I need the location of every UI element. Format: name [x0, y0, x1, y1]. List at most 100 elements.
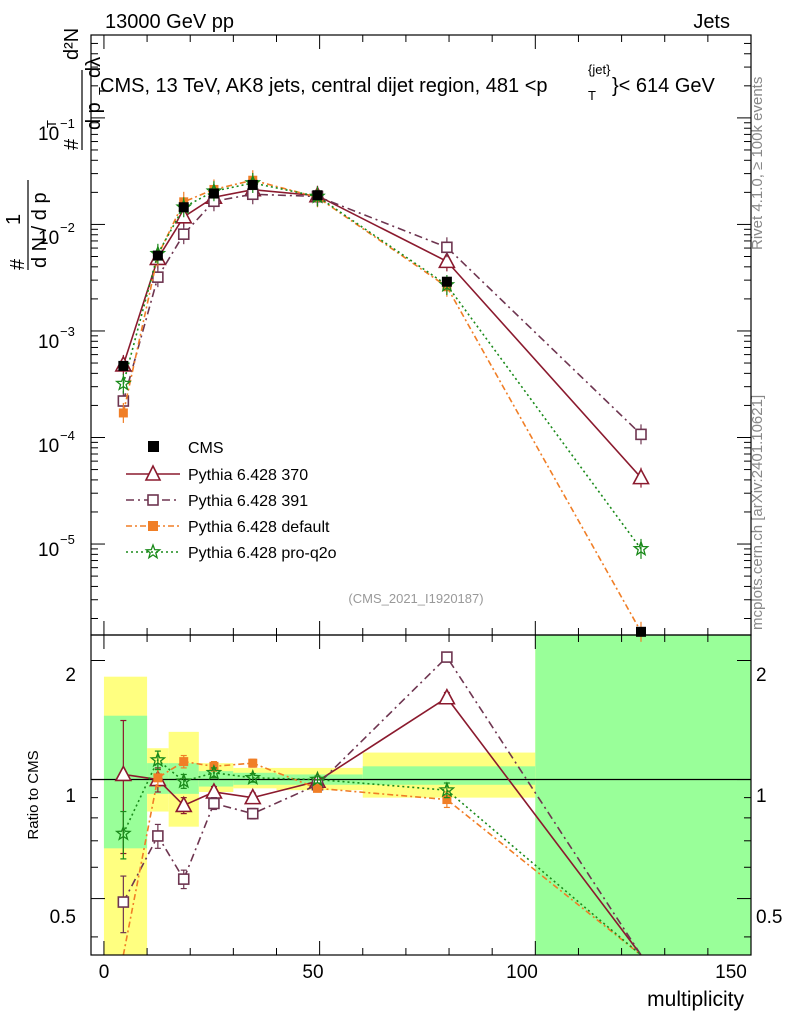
uncertainty-band-green	[233, 772, 277, 785]
cms-data-point	[312, 190, 323, 201]
y-tick-label-0p001: 10 −3	[38, 324, 75, 353]
legend: CMS Pythia 6.428 370 Pythia 6.428 391 Py…	[126, 440, 337, 562]
series-point-ratio	[208, 797, 220, 810]
energy-label: 13000 GeV pp	[105, 11, 234, 33]
legend-entry-391: Pythia 6.428 391	[126, 493, 308, 510]
series-point-ratio	[153, 773, 163, 783]
series-point-ratio	[114, 764, 133, 782]
cms-data-point	[152, 250, 163, 261]
upper-panel-series	[114, 170, 650, 642]
series-point-ratio	[441, 651, 453, 663]
lower-panel-bands	[103, 635, 751, 955]
series-line-ratio	[122, 758, 642, 956]
lower-y-tick-labels: 2 1 0.5 2 1 0.5	[50, 665, 783, 928]
series-point-ratio	[438, 781, 456, 798]
legend-marker-default	[148, 521, 158, 531]
series-point-ratio	[205, 763, 223, 781]
series-point-ratio	[438, 688, 456, 705]
series-point-ratio	[114, 824, 132, 841]
series-point-upper	[438, 251, 456, 269]
lower-y-tick-0p5: 0.5	[50, 907, 76, 928]
series-line-upper	[122, 193, 642, 435]
series-point-upper	[632, 467, 650, 485]
legend-entry-proq2o: Pythia 6.428 pro-q2o	[126, 543, 337, 562]
cms-data-point	[118, 360, 129, 371]
legend-label-391: Pythia 6.428 391	[188, 493, 308, 510]
y-tick-exp: −5	[60, 532, 75, 547]
y-tick-label-1e-4: 10 −4	[38, 428, 75, 457]
y-tick-exp: −4	[60, 428, 75, 443]
ylabel-dpt: d p	[83, 102, 105, 130]
ylabel-dn-dpt: d N / d p	[29, 192, 51, 268]
series-point-ratio	[244, 768, 262, 785]
legend-label-proq2o: Pythia 6.428 pro-q2o	[188, 545, 337, 562]
chart-title-main: CMS, 13 TeV, AK8 jets, central dijet reg…	[100, 75, 548, 97]
series-point-ratio	[442, 795, 452, 805]
series-point-ratio	[152, 830, 164, 842]
ylabel-hash-1: #	[7, 258, 29, 270]
lower-y-tick-2-right: 2	[756, 665, 767, 686]
chart-title-sup: {jet}	[588, 62, 611, 77]
y-tick-base: 10	[38, 540, 59, 561]
legend-label-370: Pythia 6.428 370	[188, 467, 308, 484]
uncertainty-band-green	[362, 766, 536, 785]
series-point-ratio	[243, 787, 262, 805]
legend-marker-cms	[148, 441, 159, 452]
y-tick-exp: −3	[60, 324, 75, 339]
mcplots-label: mcplots.cern.ch [arXiv:2401.10621]	[749, 395, 766, 630]
lower-y-tick-2: 2	[65, 665, 76, 686]
uncertainty-band-green	[535, 635, 751, 955]
upper-y-axis-title: # 1 d N / d p T # d p T dλ d²N	[3, 28, 111, 270]
series-line-upper	[122, 182, 642, 550]
legend-label-default: Pythia 6.428 default	[188, 519, 330, 536]
series-point-upper	[441, 241, 453, 254]
series-point-ratio	[246, 807, 259, 820]
lower-y-tick-1: 1	[65, 786, 76, 807]
series-point-ratio	[179, 757, 189, 767]
x-tick-150: 150	[715, 962, 747, 983]
y-tick-exp: −2	[60, 220, 75, 235]
lower-panel-frame	[90, 634, 752, 956]
ylabel-one: 1	[3, 214, 25, 225]
axis-ticks	[91, 35, 752, 955]
cms-data-point	[441, 276, 452, 287]
x-tick-50: 50	[302, 962, 323, 983]
uncertainty-band-green	[198, 771, 234, 787]
lower-y-tick-1-right: 1	[756, 786, 767, 807]
cms-data-point	[178, 202, 189, 213]
y-tick-base: 10	[38, 228, 59, 249]
uncertainty-band-green	[103, 715, 148, 849]
chart-title-end: }< 614 GeV	[612, 75, 716, 97]
chart-title: CMS, 13 TeV, AK8 jets, central dijet reg…	[100, 62, 716, 103]
series-point-upper	[632, 540, 650, 557]
series-point-upper	[118, 408, 128, 418]
rivet-label: Rivet 4.1.0, ≥ 100k events	[749, 77, 766, 250]
legend-marker-proq2o	[144, 543, 162, 560]
series-point-ratio	[149, 751, 167, 768]
legend-label-cms: CMS	[188, 440, 224, 457]
legend-marker-391	[147, 494, 159, 506]
cms-data-point	[247, 179, 258, 190]
y-tick-label-0p01: 10 −2	[38, 220, 75, 249]
series-point-ratio	[175, 772, 193, 789]
y-tick-label-0p1: 10 −1	[38, 116, 75, 145]
ylabel-sub-t-2: T	[96, 87, 111, 95]
series-point-ratio	[248, 758, 258, 768]
analysis-tag: (CMS_2021_I1920187)	[348, 591, 483, 606]
cms-data-point	[208, 188, 219, 199]
series-point-ratio	[308, 770, 326, 787]
legend-entry-370: Pythia 6.428 370	[126, 464, 308, 484]
ylabel-d2n: d²N	[61, 28, 83, 60]
series-line-ratio	[122, 655, 642, 956]
cms-data-point	[636, 626, 646, 637]
x-tick-100: 100	[506, 962, 538, 983]
y-tick-base: 10	[38, 124, 59, 145]
ylabel-hash-2: #	[61, 138, 83, 150]
x-tick-labels: 0 50 100 150	[99, 962, 747, 983]
y-tick-base: 10	[38, 332, 59, 353]
series-line-upper	[122, 188, 642, 479]
ylabel-sub-t-1: T	[44, 120, 59, 128]
series-point-upper	[177, 228, 190, 240]
y-tick-base: 10	[38, 436, 59, 457]
